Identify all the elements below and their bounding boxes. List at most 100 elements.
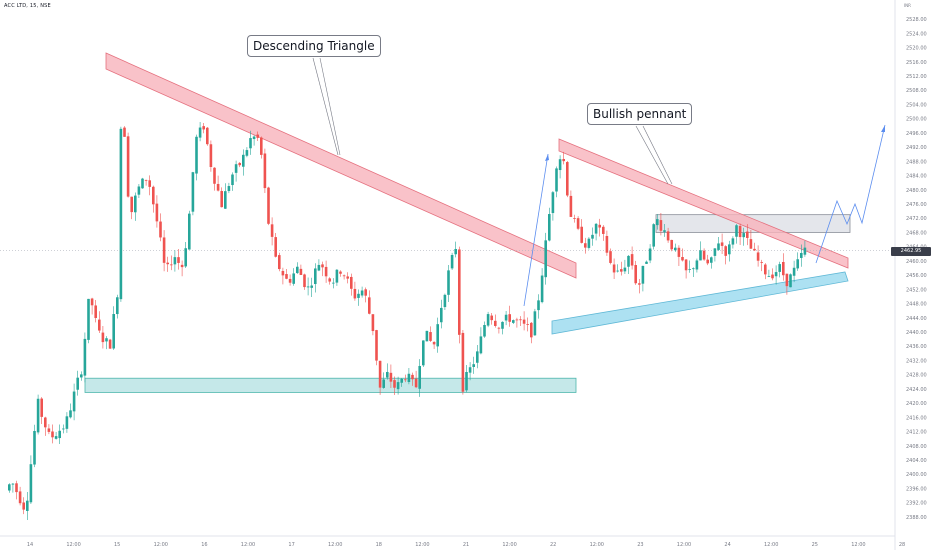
y-tick-label: 2512.00	[906, 74, 927, 80]
candle-body	[468, 367, 472, 373]
candle-body	[501, 321, 504, 329]
candle-body	[18, 491, 22, 504]
candle-body	[620, 269, 623, 272]
candle-body	[688, 269, 691, 270]
candle-body	[191, 172, 195, 212]
y-tick-label: 2408.00	[906, 444, 927, 450]
candle-body	[702, 250, 706, 260]
candle-body	[173, 257, 177, 265]
candle-body	[450, 254, 454, 269]
candle-body	[242, 154, 245, 167]
descending-triangle-callout[interactable]: Descending Triangle	[247, 35, 381, 57]
candle-body	[742, 233, 745, 238]
candle-body	[465, 371, 468, 391]
candle-body	[11, 483, 15, 485]
candle-body	[432, 341, 436, 345]
y-tick-label: 2508.00	[906, 88, 927, 94]
candle-body	[627, 255, 630, 267]
candle-body	[267, 187, 270, 224]
candle-body	[339, 271, 342, 274]
candle-body	[8, 484, 11, 491]
projection-line-2	[815, 124, 886, 264]
candle-body	[767, 276, 771, 278]
candle-body	[731, 238, 735, 245]
candle-body	[515, 319, 519, 321]
candle-body	[141, 178, 144, 189]
x-tick-label: 12:00	[851, 542, 865, 548]
candle-body	[332, 282, 335, 284]
y-tick-label: 2528.00	[906, 17, 927, 23]
bullish-pennant-callout[interactable]: Bullish pennant	[587, 103, 693, 125]
candle-body	[159, 221, 162, 238]
y-tick-label: 2524.00	[906, 31, 927, 37]
candle-body	[396, 382, 400, 390]
candle-body	[220, 190, 223, 208]
candle-body	[245, 150, 249, 156]
candle-body	[706, 259, 709, 264]
candle-body	[609, 251, 612, 263]
y-tick-label: 2476.00	[906, 202, 927, 208]
candle-body	[72, 391, 76, 412]
x-tick-label: 12:00	[415, 542, 429, 548]
candle-body	[454, 248, 457, 255]
x-tick-label: 12:00	[677, 542, 691, 548]
candle-body	[789, 274, 792, 288]
candle-body	[800, 252, 803, 258]
candle-body	[285, 274, 288, 279]
candle-body	[231, 174, 234, 186]
candle-body	[278, 255, 281, 270]
candle-body	[753, 248, 756, 251]
candle-body	[263, 153, 267, 189]
candle-body	[90, 298, 94, 306]
candle-body	[137, 186, 141, 195]
candle-body	[126, 136, 130, 197]
candle-body	[206, 127, 209, 145]
candle-body	[418, 365, 421, 389]
descending-resistance-band	[105, 52, 577, 279]
y-tick-label: 2488.00	[906, 159, 927, 165]
candle-body	[425, 330, 429, 342]
x-tick-label: 25	[812, 542, 818, 548]
candle-body	[699, 250, 702, 261]
candle-body	[720, 242, 724, 246]
candle-body	[292, 273, 295, 284]
y-tick-label: 2428.00	[906, 373, 927, 379]
candle-body	[393, 380, 396, 388]
candle-body	[134, 195, 137, 213]
candle-body	[792, 267, 796, 276]
y-tick-label: 2424.00	[906, 387, 927, 393]
x-tick-label: 12:00	[328, 542, 342, 548]
candle-body	[645, 261, 648, 264]
candle-body	[350, 276, 353, 289]
candle-body	[51, 431, 54, 438]
candle-body	[540, 275, 544, 303]
candle-body	[260, 137, 263, 155]
candle-body	[796, 259, 799, 269]
candle-body	[774, 272, 778, 277]
candle-body	[188, 213, 191, 250]
candle-body	[80, 374, 83, 378]
candle-body	[548, 214, 551, 241]
projection-arrow-1	[545, 154, 549, 161]
candle-body	[458, 249, 461, 335]
y-tick-label: 2444.00	[906, 316, 927, 322]
candle-body	[288, 278, 292, 283]
candle-body	[314, 268, 317, 285]
candle-body	[303, 274, 306, 288]
candle-body	[778, 264, 781, 272]
y-tick-label: 2484.00	[906, 174, 927, 180]
candle-body	[530, 322, 533, 338]
candle-body	[26, 500, 29, 511]
candle-body	[566, 162, 569, 196]
candle-body	[116, 297, 119, 315]
candle-body	[674, 247, 677, 251]
x-tick-label: 12:00	[241, 542, 255, 548]
x-tick-label: 28	[899, 542, 905, 548]
candle-body	[641, 265, 645, 284]
candle-body	[123, 127, 126, 137]
projection-line-1	[523, 153, 549, 307]
candle-body	[310, 285, 313, 288]
candle-body	[512, 320, 515, 323]
